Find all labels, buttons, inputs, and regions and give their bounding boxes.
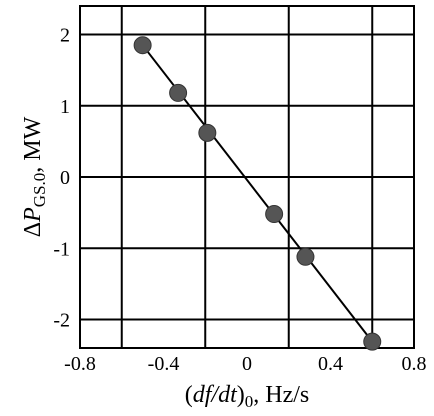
axis-title-part-4: , Hz/s [253, 382, 309, 408]
y-tick-label-0: 2 [60, 25, 70, 47]
axis-title-part-1: df/dt [193, 382, 238, 408]
x-tick-label-0: -0.8 [64, 353, 96, 375]
data-point-0-3 [265, 205, 284, 224]
y-axis-title: ΔPGS.0, MW [20, 116, 49, 237]
x-tick-label-1: -0.4 [148, 353, 180, 375]
axis-title-part-0: Δ [20, 222, 46, 237]
axis-title-part-2: GS.0 [30, 173, 49, 207]
y-tick-label-2: 0 [60, 167, 70, 189]
data-point-0-1 [169, 83, 188, 102]
axis-title-part-0: ( [185, 382, 193, 408]
y-tick-label-1: 1 [60, 96, 70, 118]
axis-title-part-3: 0 [245, 392, 254, 411]
x-axis-title: (df/dt)0, Hz/s [185, 382, 310, 411]
x-tick-label-4: 0.8 [402, 353, 427, 375]
y-tick-label-3: -1 [53, 238, 70, 260]
data-point-0-0 [133, 36, 152, 55]
data-point-0-2 [198, 123, 217, 142]
y-tick-label-4: -2 [53, 310, 70, 332]
axis-title-part-3: , MW [20, 116, 46, 172]
y-tick-labels: 2 1 0 -1 -2 [53, 25, 70, 332]
data-point-0-4 [296, 247, 315, 266]
axis-title-part-1: P [20, 207, 46, 223]
x-tick-label-2: 0 [242, 353, 252, 375]
data-points [133, 36, 382, 351]
data-point-0-5 [363, 332, 382, 351]
x-tick-label-3: 0.4 [318, 353, 343, 375]
axis-title-part-2: ) [237, 382, 245, 408]
x-tick-labels: -0.8 -0.4 0 0.4 0.8 [64, 353, 426, 375]
plot-frame [79, 5, 415, 349]
grid [80, 6, 414, 348]
